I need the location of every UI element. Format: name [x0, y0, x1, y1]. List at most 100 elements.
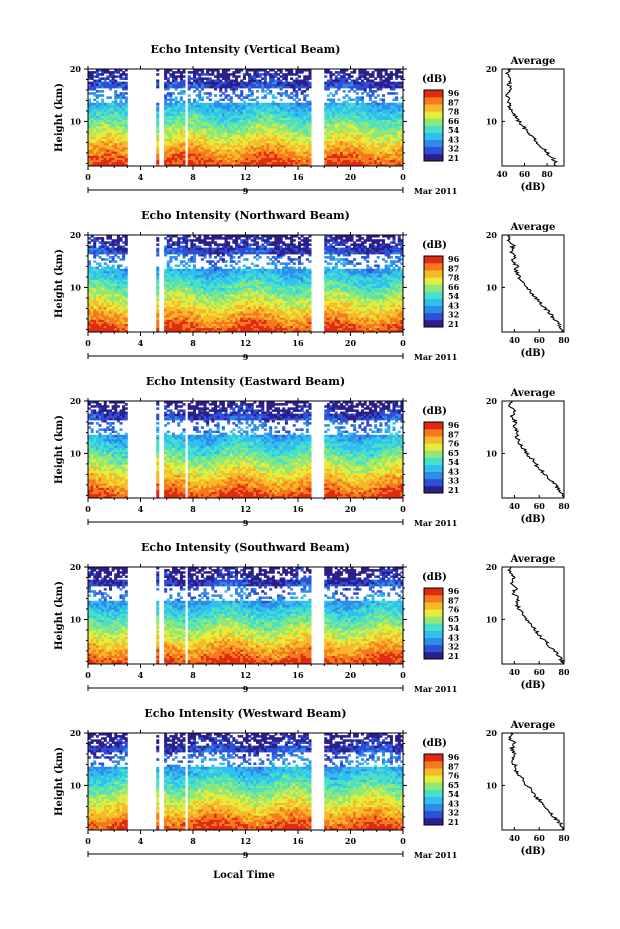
heatmap-cell [156, 237, 159, 240]
heatmap-cell [290, 92, 293, 95]
heatmap-cell [204, 82, 207, 85]
heatmap-cell [122, 77, 125, 80]
heatmap-cell [172, 269, 175, 272]
heatmap-cell [201, 103, 204, 106]
heatmap-cell [114, 239, 117, 242]
heatmap-cell [114, 248, 117, 251]
heatmap-cell [298, 103, 301, 106]
heatmap-cell [112, 256, 115, 259]
heatmap-cell [285, 103, 288, 106]
heatmap-cell [219, 94, 222, 97]
heatmap-cell [356, 92, 359, 95]
heatmap-cell [188, 71, 191, 74]
heatmap-cell [227, 99, 230, 102]
x-tick-label: 0 [400, 172, 406, 182]
heatmap-cell [172, 256, 175, 259]
heatmap-cell [109, 248, 112, 251]
heatmap-cell [372, 80, 375, 83]
heatmap-cell [209, 99, 212, 102]
heatmap-cell [353, 103, 356, 106]
heatmap-cell [232, 80, 235, 83]
heatmap-cell [211, 103, 214, 106]
heatmap-cell [369, 103, 372, 106]
heatmap-cell [175, 96, 178, 99]
heatmap-cell [261, 82, 264, 85]
heatmap-cell [348, 73, 351, 76]
heatmap-cell [243, 101, 246, 104]
heatmap-cell [240, 103, 243, 106]
heatmap-cell [348, 96, 351, 99]
heatmap-cell [353, 99, 356, 102]
heatmap-cell [303, 103, 306, 106]
heatmap-cell [177, 269, 180, 272]
heatmap-cell [398, 75, 401, 78]
heatmap-cell [106, 103, 109, 106]
heatmap-cell [251, 75, 254, 78]
heatmap-cell [117, 94, 120, 97]
heatmap-cell [251, 103, 254, 106]
heatmap-cell [96, 267, 99, 270]
heatmap-cell [125, 267, 128, 270]
heatmap-cell [120, 269, 123, 272]
heatmap-cell [117, 265, 120, 268]
heatmap-cell [374, 96, 377, 99]
heatmap-cell [372, 71, 375, 74]
heatmap-cell [125, 96, 128, 99]
heatmap-cell [330, 71, 333, 74]
heatmap-cell [343, 96, 346, 99]
heatmap-cell [353, 80, 356, 83]
x-tick-label: 8 [190, 172, 196, 182]
heatmap-cell [238, 103, 241, 106]
heatmap-cell [259, 80, 262, 83]
heatmap-cell [175, 256, 178, 259]
heatmap-cell [125, 92, 128, 95]
heatmap-cell [190, 82, 193, 85]
heatmap-cell [382, 94, 385, 97]
heatmap-cell [99, 77, 102, 80]
heatmap-cell [156, 73, 159, 76]
heatmap-cell [225, 94, 228, 97]
heatmap-cell [96, 94, 99, 97]
colorbar-tick-label: 21 [448, 153, 459, 163]
heatmap-cell [196, 94, 199, 97]
heatmap-cell [164, 237, 167, 240]
heatmap-cell [99, 237, 102, 240]
heatmap-cell [374, 90, 377, 93]
heatmap-cell [99, 262, 102, 265]
heatmap-cell [293, 73, 296, 76]
heatmap-cell [112, 71, 115, 74]
heatmap-cell [372, 90, 375, 93]
heatmap-cell [295, 77, 298, 80]
heatmap-cell [379, 99, 382, 102]
heatmap-cell [267, 71, 270, 74]
heatmap-cell [395, 82, 398, 85]
heatmap-cell [222, 99, 225, 102]
heatmap-cell [91, 92, 94, 95]
heatmap-cell [335, 90, 338, 93]
heatmap-cell [267, 103, 270, 106]
heatmap-cell [390, 71, 393, 74]
heatmap-cell [230, 96, 233, 99]
heatmap-cell [309, 101, 312, 104]
heatmap-cell [96, 80, 99, 83]
heatmap-cell [120, 82, 123, 85]
heatmap-cell [177, 237, 180, 240]
heatmap-cell [156, 103, 159, 106]
heatmap-cell [295, 101, 298, 104]
heatmap-cell [335, 75, 338, 78]
heatmap-cell [101, 82, 104, 85]
heatmap-cell [390, 103, 393, 106]
heatmap-cell [106, 246, 109, 249]
heatmap-cell [240, 80, 243, 83]
y-axis-label: Height (km) [54, 83, 65, 152]
heatmap-cell [120, 258, 123, 261]
colorbar-swatch [424, 118, 443, 125]
heatmap-cell [169, 92, 172, 95]
heatmap-cell [167, 239, 170, 242]
heatmap-cell [104, 77, 107, 80]
heatmap-cell [183, 101, 186, 104]
heatmap-cell [385, 77, 388, 80]
heatmap-cell [235, 75, 238, 78]
heatmap-cell [122, 82, 125, 85]
heatmap-cell [382, 75, 385, 78]
